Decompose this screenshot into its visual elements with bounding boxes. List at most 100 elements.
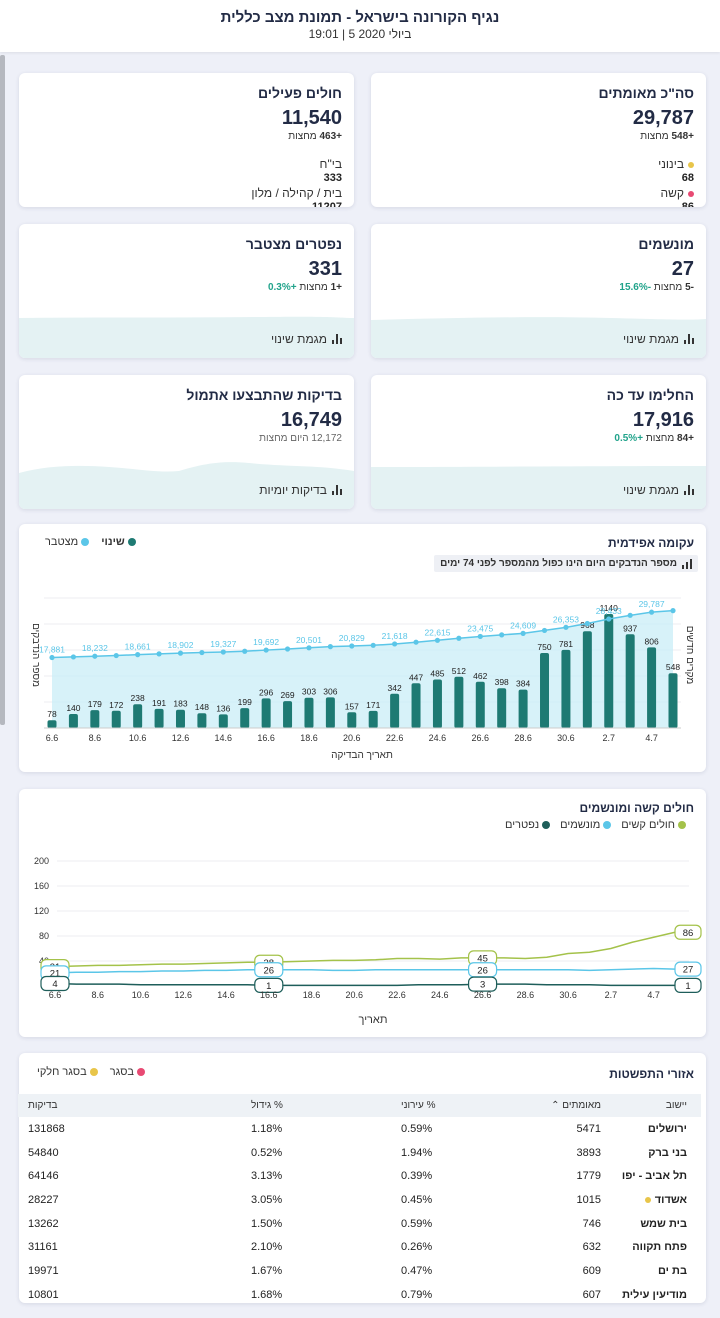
bar-change[interactable] xyxy=(283,701,293,728)
bar-change[interactable] xyxy=(68,714,78,728)
delta-value: +463 xyxy=(319,131,342,142)
bar-change[interactable] xyxy=(218,714,228,728)
cumulative-point[interactable] xyxy=(70,654,77,660)
trend-link[interactable]: בדיקות יומיות xyxy=(259,483,342,497)
cumulative-point[interactable] xyxy=(434,637,441,643)
col-urban[interactable]: % עירוני xyxy=(401,1094,501,1117)
table-row[interactable]: ירושלים 5471 0.59% 1.18% 131868 xyxy=(18,1117,701,1141)
cumulative-point[interactable] xyxy=(92,653,98,659)
cumulative-point[interactable] xyxy=(370,642,376,648)
bar-change[interactable] xyxy=(240,708,250,728)
table-row[interactable]: בית שמש 746 0.59% 1.50% 13262 xyxy=(18,1212,701,1236)
bar-change[interactable] xyxy=(325,697,335,728)
cumulative-point[interactable] xyxy=(648,609,655,615)
cumulative-point[interactable] xyxy=(199,649,205,656)
delta-value: +1 xyxy=(330,282,342,293)
bar-change[interactable] xyxy=(647,647,657,728)
table-row[interactable]: פתח תקווה 632 0.26% 2.10% 31161 xyxy=(18,1235,701,1259)
bar-change[interactable] xyxy=(111,710,121,728)
col-city[interactable]: יישוב xyxy=(601,1094,701,1117)
bar-change[interactable] xyxy=(604,614,614,728)
trend-link[interactable]: מגמת שינוי xyxy=(271,332,342,346)
legend-ventilated[interactable]: מונשמים xyxy=(560,819,612,831)
bar-change[interactable] xyxy=(454,676,464,728)
cumulative-point[interactable] xyxy=(177,650,184,656)
cumulative-point[interactable] xyxy=(220,649,226,655)
trend-link[interactable]: מגמת שינוי xyxy=(623,332,694,346)
cumulative-point[interactable] xyxy=(413,639,419,645)
table-row[interactable]: בת ים 609 0.47% 1.67% 19971 xyxy=(18,1259,701,1283)
cumulative-point[interactable] xyxy=(520,630,526,636)
cumulative-point[interactable] xyxy=(499,632,505,638)
col-tests[interactable]: בדיקות xyxy=(18,1094,251,1117)
cumulative-point[interactable] xyxy=(627,612,633,618)
bar-change[interactable] xyxy=(432,679,442,729)
bar-change[interactable] xyxy=(90,710,100,728)
trend-link-text: מגמת שינוי xyxy=(623,483,679,497)
cumulative-point[interactable] xyxy=(135,652,141,658)
trend-link[interactable]: מגמת שינוי xyxy=(623,483,694,497)
cumulative-point[interactable] xyxy=(456,635,462,641)
cumulative-point[interactable] xyxy=(327,644,333,650)
card-total-confirmed: סה"כ מאומתים 29,787 +548 מחצות בינוני 68… xyxy=(371,73,706,207)
bar-label: 937 xyxy=(623,623,637,633)
bar-change[interactable] xyxy=(582,631,592,728)
bar-change[interactable] xyxy=(668,673,678,728)
cumulative-point[interactable] xyxy=(306,645,312,651)
series-line-0[interactable] xyxy=(54,931,676,968)
urban-cell: 0.59% xyxy=(401,1217,433,1230)
series-line-2[interactable] xyxy=(54,982,675,987)
bar-change[interactable] xyxy=(518,689,528,728)
bar-change[interactable] xyxy=(261,698,271,728)
bar-change[interactable] xyxy=(411,683,421,728)
cumulative-point[interactable] xyxy=(156,651,162,657)
bar-change[interactable] xyxy=(175,709,185,728)
table-row[interactable]: אשדוד 1015 0.45% 3.05% 28227 xyxy=(18,1188,701,1212)
legend-cumulative-text: מצטבר xyxy=(45,536,79,548)
legend-closure-text: בסגר xyxy=(109,1066,135,1078)
confirmed-cell: 746 xyxy=(582,1217,601,1230)
cumulative-point[interactable] xyxy=(606,616,612,622)
cumulative-point[interactable] xyxy=(284,646,291,652)
bar-change[interactable] xyxy=(197,713,207,728)
bar-change[interactable] xyxy=(497,688,507,728)
bar-change[interactable] xyxy=(154,708,164,728)
bar-label: 548 xyxy=(666,662,680,672)
col-confirmed[interactable]: מאומתים ⌃ xyxy=(501,1094,601,1117)
legend-change[interactable]: שינוי xyxy=(101,536,136,548)
bar-change[interactable] xyxy=(347,712,357,728)
series-line-1[interactable] xyxy=(54,967,676,974)
bar-label: 342 xyxy=(388,683,402,693)
table-row[interactable]: תל אביב - יפו 1779 0.39% 3.13% 64146 xyxy=(18,1164,701,1188)
bar-change[interactable] xyxy=(47,720,57,728)
cumulative-point[interactable] xyxy=(584,620,590,627)
legend-deceased[interactable]: נפטרים xyxy=(505,819,551,831)
bar-change[interactable] xyxy=(368,710,378,728)
bar-change[interactable] xyxy=(390,693,400,728)
bar-change[interactable] xyxy=(304,697,314,728)
legend-severe[interactable]: חולים קשים xyxy=(621,819,686,831)
cumulative-point[interactable] xyxy=(392,641,398,647)
col-growth[interactable]: % גידול xyxy=(251,1094,401,1117)
bar-change[interactable] xyxy=(540,653,550,728)
cumulative-point[interactable] xyxy=(49,654,55,661)
bar-label: 398 xyxy=(495,677,509,687)
bar-change[interactable] xyxy=(625,634,635,728)
cumulative-point[interactable] xyxy=(563,624,569,630)
bar-change[interactable] xyxy=(133,704,143,728)
cumulative-point[interactable] xyxy=(263,647,269,653)
tests-cell: 10801 xyxy=(28,1288,59,1301)
bar-change[interactable] xyxy=(561,649,571,728)
scrollbar[interactable] xyxy=(0,55,5,725)
table-row[interactable]: מודיעין עילית 607 0.79% 1.68% 10801 xyxy=(18,1283,701,1307)
sub-home-label: בית / קהילה / מלון xyxy=(251,186,342,200)
cumulative-point[interactable] xyxy=(113,652,119,659)
cumulative-point[interactable] xyxy=(670,608,676,614)
legend-cumulative[interactable]: מצטבר xyxy=(45,536,90,548)
cumulative-point[interactable] xyxy=(477,633,483,640)
cumulative-point[interactable] xyxy=(349,643,355,649)
cumulative-point[interactable] xyxy=(541,627,548,634)
cumulative-point[interactable] xyxy=(242,648,248,654)
bar-change[interactable] xyxy=(475,681,485,728)
table-row[interactable]: בני ברק 3893 1.94% 0.52% 54840 xyxy=(18,1141,701,1165)
